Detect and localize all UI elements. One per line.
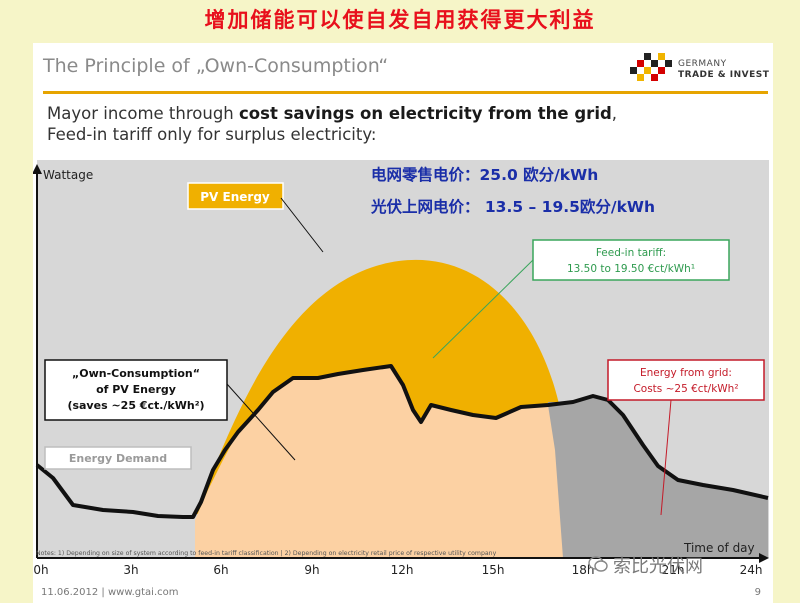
own-consumption-area [195,366,563,558]
pv-leader-line [280,197,324,253]
own-label-2: of PV Energy [96,383,176,396]
banner-title: 增加储能可以使自发自用获得更大利益 [204,7,596,32]
x-axis-arrow-icon [759,553,769,563]
own-label-3: (saves ~25 €ct./kWh²) [67,399,204,412]
pv-label-box [187,182,284,210]
x-tick: 0h [33,563,48,577]
energy-demand-line [35,364,769,519]
subtitle-plain: Mayor income through [47,104,239,123]
x-tick: 15h [482,563,505,577]
pv-energy-label: PV Energy [200,190,270,204]
subtitle-line2: Feed-in tariff only for surplus electric… [47,125,377,144]
x-tick: 21h [662,563,685,577]
grid-box [607,359,765,401]
y-axis-label: Wattage [43,168,93,182]
slide: The Principle of „Own-Consumption“ GERMA… [33,43,773,603]
feedin-label-2: 13.50 to 19.50 €ct/kWh¹ [567,263,695,275]
x-axis-label: Time of day [683,541,755,555]
subtitle-end: , [611,104,618,123]
x-tick: 3h [123,563,138,577]
x-tick: 18h [572,563,595,577]
page-number: 9 [754,587,761,598]
logo-line2: TRADE & INVEST [678,70,770,80]
slide-heading: The Principle of „Own-Consumption“ [43,55,389,77]
own-consumption-diagram: Wattage Time of day 0h 3h 6h 9h 12h 15h … [33,160,769,577]
x-tick: 6h [213,563,228,577]
own-leader-line [226,383,296,461]
own-consumption-box [44,359,228,421]
grid-label-2: Costs ~25 €ct/kWh² [633,383,738,395]
x-tick: 9h [304,563,319,577]
gtai-flag-icon [630,53,672,81]
logo-line1: GERMANY [678,59,727,69]
gtai-logo: GERMANY TRADE & INVEST [628,51,778,91]
x-tick-labels: 0h 3h 6h 9h 12h 15h 18h 21h 24h [33,563,762,577]
feedin-box [532,239,730,281]
subtitle: Mayor income through cost savings on ele… [47,103,617,145]
grid-label-1: Energy from grid: [640,367,732,379]
feedin-leader-line [432,259,534,359]
footnote: Notes: 1) Depending on size of system ac… [36,550,497,557]
energy-demand-label: Energy Demand [69,452,167,465]
y-axis-arrow-icon [33,164,42,174]
grid-leader-line [660,399,672,516]
x-tick: 12h [391,563,414,577]
heading-rule [43,91,768,94]
wechat-icon [588,556,608,572]
own-label-1: „Own-Consumption“ [72,367,200,380]
footer-date: 11.06.2012 | www.gtai.com [41,587,179,598]
x-tick: 24h [740,563,763,577]
watermark: 索比光伏网 [613,556,703,577]
subtitle-bold: cost savings on electricity from the gri… [239,104,612,123]
feedin-price-text: 光伏上网电价： 13.5 – 19.5欧分/kWh [370,197,655,216]
demand-box [44,446,192,470]
feedin-label-1: Feed-in tariff: [596,247,666,259]
retail-price-text: 电网零售电价：25.0 欧分/kWh [371,165,598,184]
grid-energy-area [548,396,768,558]
